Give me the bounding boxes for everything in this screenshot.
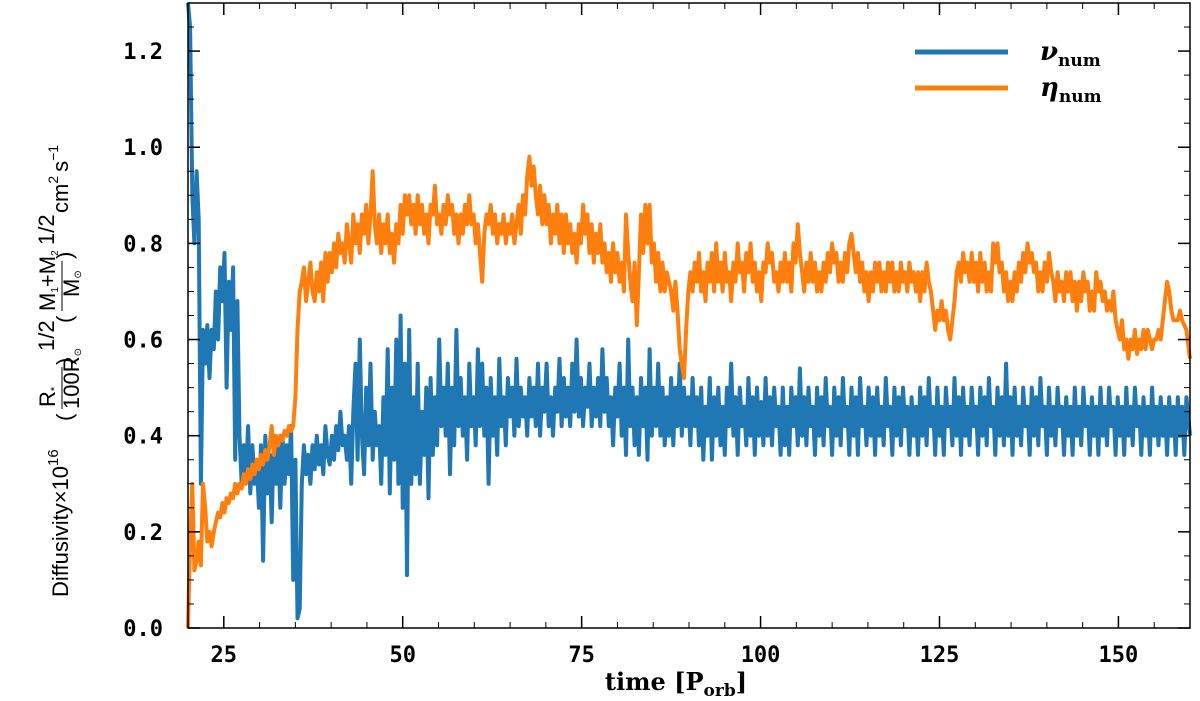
svg-text:M⊙: M⊙ [59,270,84,297]
y-tick-label: 0.0 [123,617,163,642]
x-tick-label: 125 [920,643,960,668]
x-axis-label: time [Porb] [605,667,747,701]
svg-text:cm2s−1: cm2s−1 [45,145,73,213]
series-line-1 [186,154,1192,629]
y-tick-label: 1.2 [123,40,163,65]
x-tick-label: 50 [389,643,416,668]
svg-text:R*: R* [35,386,61,407]
x-tick-label: 25 [211,643,238,668]
x-tick-label: 150 [1099,643,1139,668]
plot-lines [186,2,1192,629]
x-tick-label: 75 [568,643,595,668]
series-line-0 [186,2,1192,621]
svg-text:(: ( [52,413,77,421]
y-tick-label: 0.8 [123,232,163,257]
y-axis-label: Diffusivity×1016 ( R* 100R⊙ ) 1/2 ( M1+M… [34,145,84,597]
svg-text:): ) [52,358,77,365]
y-tick-label: 0.6 [123,329,163,354]
svg-text:1/2: 1/2 [34,320,59,351]
svg-text:Diffusivity×1016: Diffusivity×1016 [45,449,73,597]
svg-text:): ) [52,252,77,259]
svg-text:M1+M2: M1+M2 [35,250,61,311]
legend: νnum ηnum [915,37,1102,107]
svg-text:1/2: 1/2 [34,214,59,245]
axis-ticks: 25 50 75 100 125 150 0.0 0.2 0.4 0.6 0.8 1.0 1.2 [123,3,1191,668]
y-tick-label: 1.0 [123,136,163,161]
svg-text:(: ( [52,315,77,323]
y-tick-label: 0.2 [123,521,163,546]
svg-text:100R⊙: 100R⊙ [59,348,84,409]
legend-label-eta: ηnum [1040,73,1102,107]
y-tick-label: 0.4 [123,425,163,450]
legend-label-nu: νnum [1040,37,1101,71]
x-tick-label: 100 [741,643,781,668]
